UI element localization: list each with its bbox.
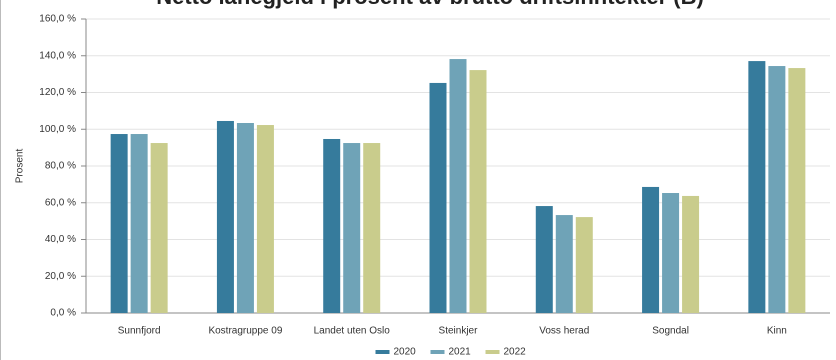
x-tick-label: Landet uten Oslo (314, 326, 391, 337)
y-tick-label: 0,0 % (50, 308, 76, 319)
bar (130, 134, 148, 313)
y-tick-label: 120,0 % (39, 87, 76, 98)
bar (748, 61, 766, 313)
legend-swatch (430, 350, 445, 354)
legend-swatch (485, 350, 500, 354)
bar (343, 143, 361, 313)
y-tick-label: 80,0 % (45, 161, 76, 172)
y-tick-label: 100,0 % (39, 124, 76, 135)
bar (150, 143, 168, 313)
bar (216, 120, 234, 313)
bar (788, 68, 806, 313)
x-tick-label: Steinkjer (439, 326, 479, 337)
bar (323, 138, 341, 313)
chart-title: Netto lånegjeld i prosent av brutto drif… (156, 0, 704, 9)
bar (363, 143, 381, 313)
y-tick-label: 60,0 % (45, 197, 76, 208)
x-tick-label: Voss herad (539, 326, 589, 337)
legend-swatch (375, 350, 390, 354)
y-tick-label: 20,0 % (45, 271, 76, 282)
y-axis-label: Prosent (15, 149, 26, 184)
legend-label: 2021 (449, 347, 472, 358)
bar (768, 66, 786, 313)
bar (256, 125, 274, 314)
bar (682, 195, 700, 313)
bar (469, 70, 487, 314)
y-tick-label: 40,0 % (45, 234, 76, 245)
bar (535, 206, 553, 313)
bar (236, 123, 254, 313)
y-tick-label: 140,0 % (39, 50, 76, 61)
bar (429, 82, 447, 313)
bar (449, 59, 467, 314)
x-tick-label: Kostragruppe 09 (208, 326, 282, 337)
bar (642, 186, 660, 313)
x-tick-label: Sunnfjord (118, 326, 161, 337)
bar (110, 134, 128, 313)
bar (555, 215, 573, 313)
x-tick-label: Kinn (767, 326, 787, 337)
y-tick-label: 160,0 % (39, 14, 76, 25)
legend-label: 2022 (504, 347, 527, 358)
bar (575, 217, 593, 313)
x-tick-label: Sogndal (652, 326, 689, 337)
bar (662, 193, 680, 313)
legend-label: 2020 (394, 347, 417, 358)
